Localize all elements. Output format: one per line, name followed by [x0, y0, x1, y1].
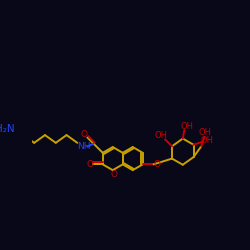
Text: O: O	[81, 130, 88, 139]
Text: OH: OH	[155, 131, 168, 140]
Text: NH: NH	[77, 142, 90, 151]
Text: OH: OH	[201, 136, 214, 144]
Text: O: O	[86, 160, 93, 169]
Text: H₂N: H₂N	[0, 124, 15, 134]
Text: OH: OH	[180, 122, 193, 131]
Text: O: O	[154, 160, 161, 169]
Text: O: O	[110, 170, 117, 179]
Text: OH: OH	[198, 128, 211, 137]
